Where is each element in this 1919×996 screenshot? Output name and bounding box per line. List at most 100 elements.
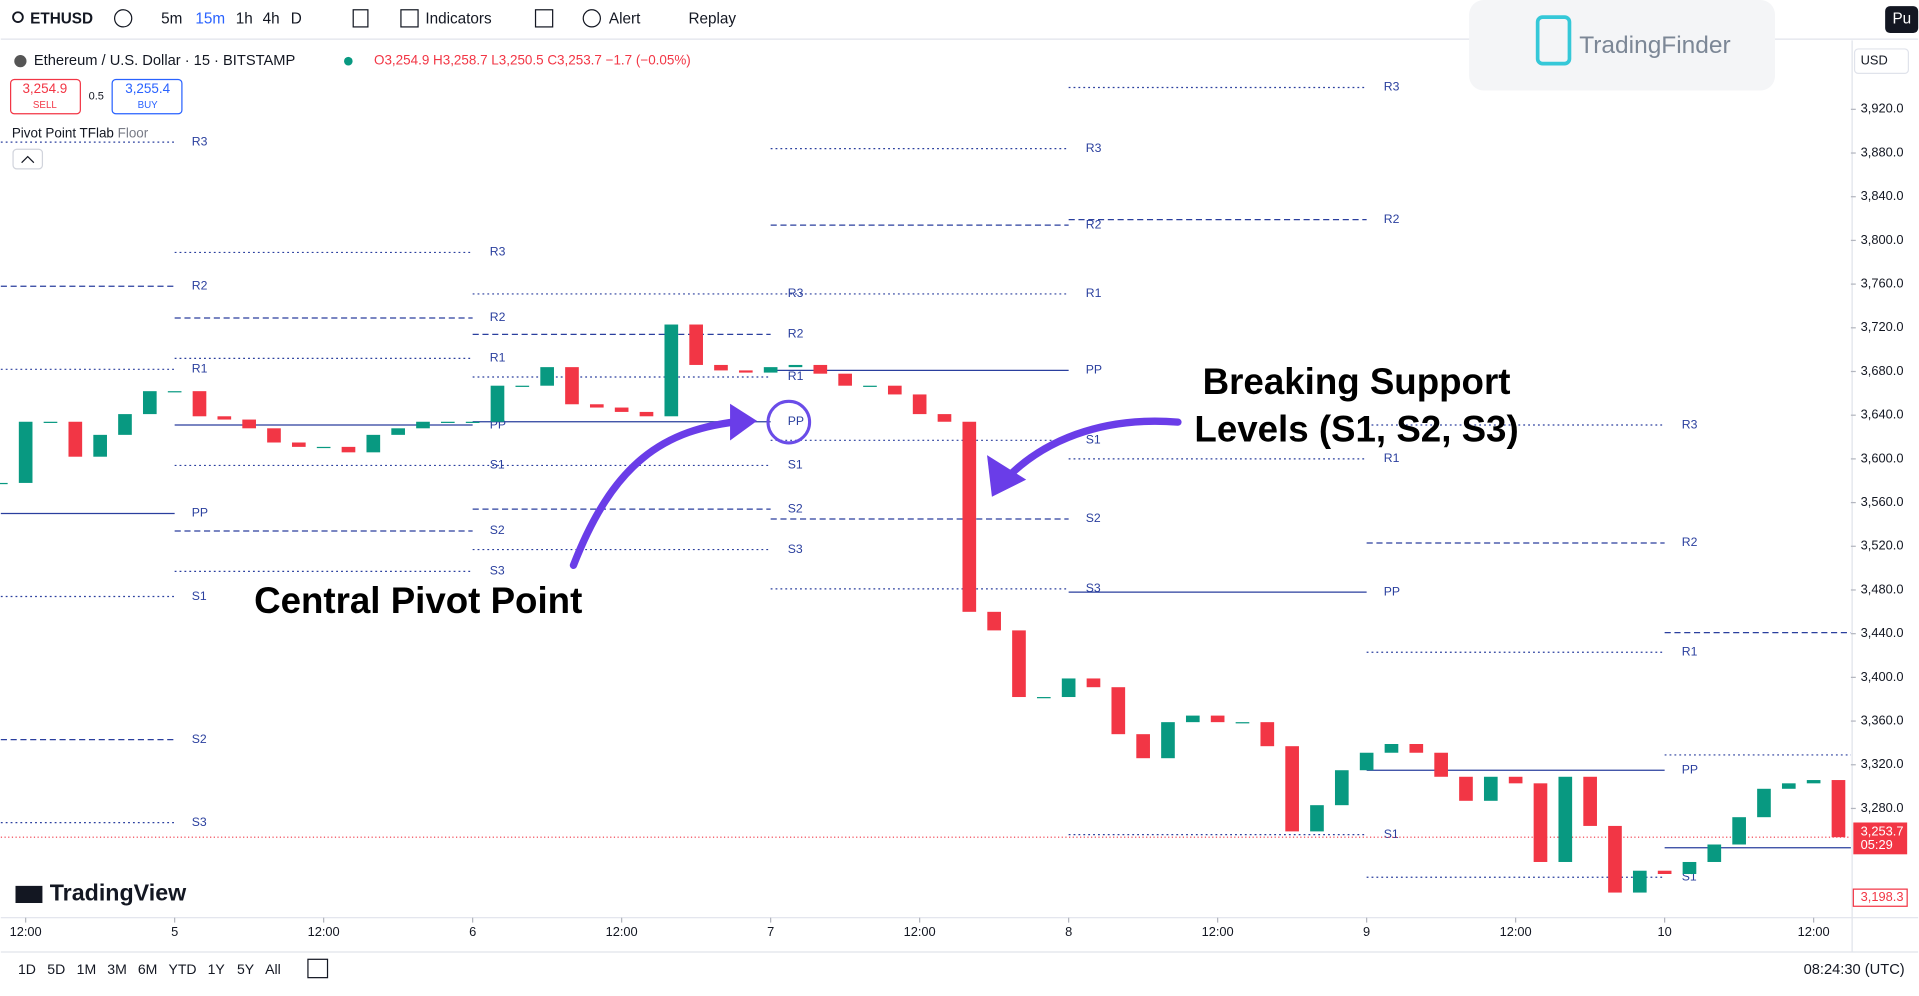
- y-tick-label: 3,720.0: [1861, 319, 1904, 334]
- interval[interactable]: 4h: [263, 11, 280, 28]
- add-symbol[interactable]: [114, 9, 133, 28]
- pivot-label: R2: [490, 310, 506, 324]
- low-price-box: [1852, 888, 1908, 907]
- profile-label[interactable]: Pu: [1892, 11, 1911, 28]
- range-button[interactable]: 6M: [138, 961, 158, 977]
- y-tick-label: 3,920.0: [1861, 101, 1904, 116]
- buy-price[interactable]: 3,255.4: [125, 81, 170, 96]
- x-tick-label: 12:00: [10, 924, 42, 939]
- buy-label[interactable]: BUY: [138, 100, 159, 111]
- candle: [1210, 715, 1225, 723]
- pivot-label: R2: [192, 279, 208, 293]
- interval[interactable]: 15m: [195, 11, 225, 28]
- pivot-label: R3: [490, 245, 506, 259]
- indicators-button[interactable]: Indicators: [425, 11, 492, 28]
- candle: [291, 442, 306, 447]
- candle: [1260, 722, 1275, 747]
- range-button[interactable]: 5Y: [237, 961, 255, 977]
- indicators-icon[interactable]: [400, 9, 419, 28]
- currency-button[interactable]: [1853, 48, 1910, 75]
- candle: [1111, 687, 1126, 735]
- profile[interactable]: [1885, 6, 1919, 34]
- pivot-label: R1: [1086, 286, 1102, 300]
- annotation: Levels (S1, S2, S3): [1194, 409, 1518, 450]
- range-button[interactable]: YTD: [168, 961, 196, 977]
- symbol[interactable]: ETHUSD: [30, 11, 93, 28]
- arrow: [998, 417, 1182, 487]
- y-tick-label: 3,880.0: [1861, 144, 1904, 159]
- chart-marks: 3,280.0 3,320.0 3,360.0 3,400.0 3,440.0 3,480…: [0, 80, 1908, 939]
- candle: [1558, 776, 1573, 862]
- range-button[interactable]: 1M: [77, 961, 97, 977]
- pivot-label: R1: [192, 362, 208, 376]
- collapse-icon[interactable]: [21, 155, 35, 164]
- sell-price[interactable]: 3,254.9: [22, 81, 67, 96]
- candle: [1235, 722, 1250, 724]
- buy-button[interactable]: [111, 78, 183, 115]
- candle: [565, 367, 579, 405]
- low-price-label: 3,198.3: [1861, 889, 1904, 904]
- chart-type-icon[interactable]: [352, 9, 369, 28]
- annotation: Central Pivot Point: [254, 580, 582, 621]
- range-button[interactable]: 1Y: [208, 961, 226, 977]
- layout-icon[interactable]: [534, 9, 554, 28]
- range-button[interactable]: 3M: [107, 961, 127, 977]
- candle: [192, 391, 207, 417]
- range-button[interactable]: 5D: [47, 961, 65, 977]
- pivot-label: R3: [1384, 80, 1400, 94]
- sell-label[interactable]: SELL: [33, 100, 57, 111]
- range-button[interactable]: 1D: [18, 961, 36, 977]
- pivot-label: S3: [788, 542, 803, 556]
- x-tick-label: 12:00: [904, 924, 936, 939]
- y-tick-label: 3,600.0: [1861, 450, 1904, 465]
- collapse-button[interactable]: [12, 148, 44, 170]
- candle: [1136, 734, 1150, 759]
- y-tick-label: 3,840.0: [1861, 188, 1904, 203]
- candle: [813, 364, 828, 374]
- candle: [1036, 697, 1051, 699]
- search-icon[interactable]: [12, 11, 24, 23]
- logo: TradingView: [50, 880, 187, 906]
- range-button[interactable]: All: [265, 961, 281, 977]
- candle: [1061, 678, 1076, 698]
- alert-button[interactable]: Alert: [609, 11, 641, 28]
- candle: [987, 611, 1001, 631]
- candle: [738, 370, 753, 373]
- pivot-label: S1: [490, 458, 505, 472]
- pivot-label: PP: [1384, 584, 1400, 598]
- y-tick-label: 3,680.0: [1861, 363, 1904, 378]
- y-tick-label: 3,480.0: [1861, 581, 1904, 596]
- candle: [1608, 825, 1622, 893]
- candle: [1757, 788, 1771, 818]
- candle: [1185, 715, 1200, 723]
- candle: [391, 428, 405, 435]
- indicator-name: Pivot Point TFlab Floor: [12, 125, 149, 140]
- pivot-label: R2: [788, 327, 804, 341]
- candle: [1012, 630, 1026, 698]
- candle: [714, 364, 728, 371]
- alert-icon[interactable]: [582, 9, 601, 28]
- candle: [1359, 752, 1374, 771]
- x-tick-label: 7: [767, 924, 774, 939]
- x-tick-label: 10: [1657, 924, 1671, 939]
- interval[interactable]: 5m: [161, 11, 182, 28]
- pivot-label: PP: [192, 506, 208, 520]
- pivot-label: S2: [788, 501, 803, 515]
- sell-button[interactable]: [9, 78, 81, 115]
- interval[interactable]: D: [291, 11, 302, 28]
- candle: [540, 367, 554, 386]
- interval[interactable]: 1h: [236, 11, 253, 28]
- replay-button[interactable]: Replay: [688, 11, 736, 28]
- pivot-label: R1: [1682, 644, 1698, 658]
- candle: [639, 411, 654, 417]
- pivot-label: PP: [1086, 363, 1102, 377]
- candle: [1459, 776, 1473, 801]
- goto-date-icon[interactable]: [307, 958, 329, 979]
- currency[interactable]: USD: [1861, 53, 1888, 68]
- candle: [589, 404, 604, 408]
- candle: [1533, 783, 1548, 862]
- pivot-label: S1: [1384, 827, 1399, 841]
- watermark-icon: [1535, 15, 1572, 66]
- candle: [1334, 770, 1349, 806]
